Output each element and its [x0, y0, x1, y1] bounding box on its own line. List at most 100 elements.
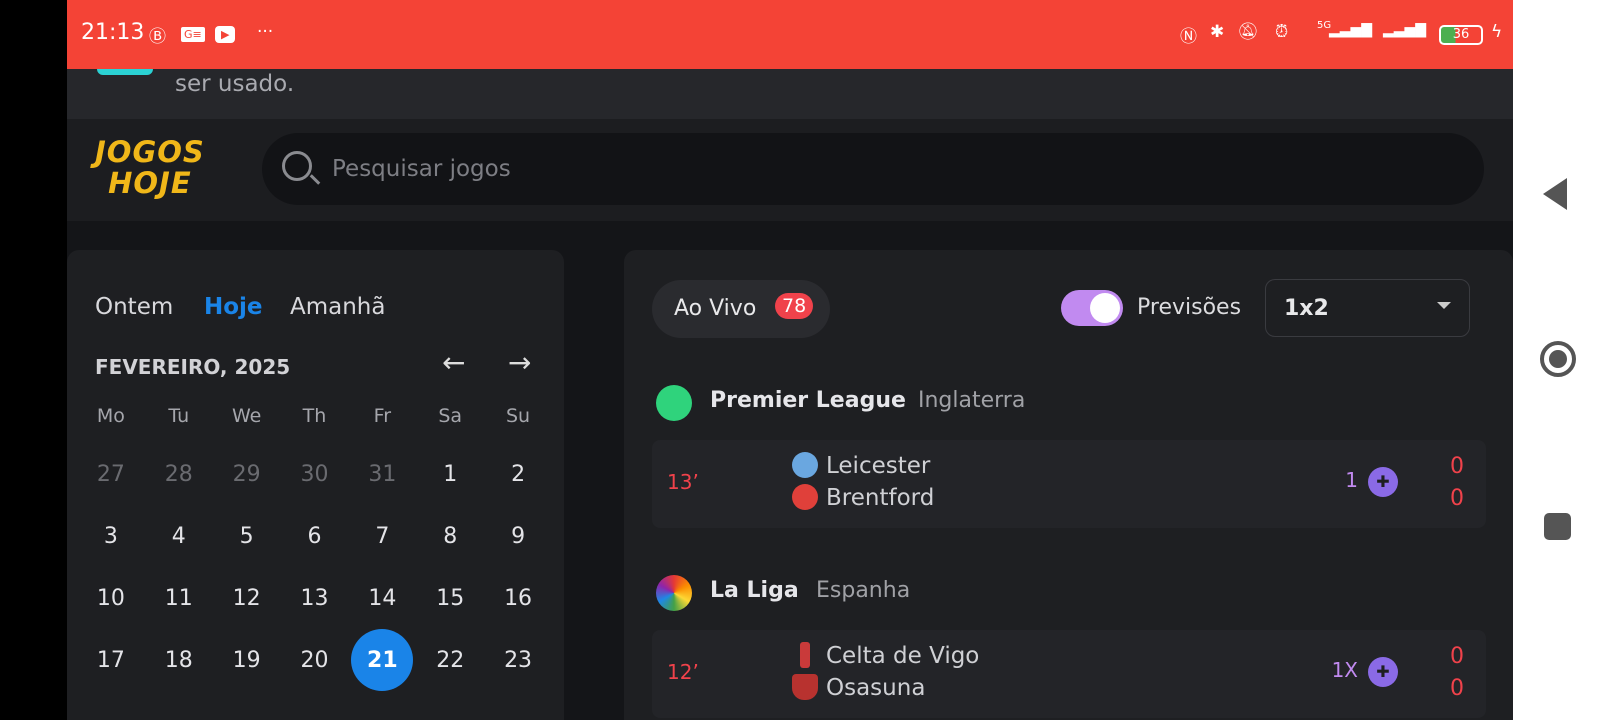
- calendar-day[interactable]: 17: [77, 629, 145, 691]
- signal-icon: ▂▃▅▇: [1329, 22, 1373, 38]
- predictions-toggle[interactable]: [1061, 290, 1123, 326]
- search-bar[interactable]: [262, 133, 1484, 205]
- day-number: 7: [375, 523, 390, 549]
- tab-amanha[interactable]: Amanhã: [290, 294, 386, 320]
- market-select[interactable]: 1x2: [1265, 279, 1470, 337]
- calendar-day[interactable]: 29: [213, 443, 281, 505]
- calendar-day[interactable]: 22: [416, 629, 484, 691]
- calendar-day[interactable]: 10: [77, 567, 145, 629]
- banner-text: ser usado.: [175, 71, 295, 97]
- back-icon[interactable]: [1543, 178, 1567, 210]
- android-nav-bar: [1513, 0, 1600, 720]
- calendar-day[interactable]: 16: [484, 567, 552, 629]
- matches-panel: Ao Vivo 78 Previsões 1x2 Premier League …: [624, 250, 1513, 720]
- league-name: Premier League: [710, 388, 906, 413]
- chevron-down-icon: [1437, 302, 1451, 309]
- day-number: 8: [443, 523, 458, 549]
- team-name: Leicester: [826, 453, 931, 479]
- match-row[interactable]: 13’ Leicester Brentford 1 ✚ 0 0: [652, 440, 1486, 528]
- day-number: 2: [511, 461, 526, 487]
- recents-icon[interactable]: [1544, 513, 1571, 540]
- tab-ontem[interactable]: Ontem: [95, 294, 174, 320]
- calendar-day[interactable]: 20: [281, 629, 349, 691]
- calendar-day[interactable]: 23: [484, 629, 552, 691]
- search-input[interactable]: [332, 151, 1232, 187]
- calendar-day[interactable]: 5: [213, 505, 281, 567]
- osasuna-crest-icon: [792, 674, 818, 700]
- youtube-icon: ▶: [215, 26, 236, 43]
- team-name: Brentford: [826, 485, 935, 511]
- close-icon[interactable]: ⌃: [1467, 69, 1493, 90]
- weekday-header: We: [231, 405, 262, 427]
- away-score: 0: [1450, 486, 1464, 511]
- calendar-day[interactable]: 6: [281, 505, 349, 567]
- match-minute: 12’: [667, 660, 699, 684]
- calendar-day-selected[interactable]: 21: [348, 629, 416, 691]
- calendar-day[interactable]: 18: [145, 629, 213, 691]
- calendar-day[interactable]: 28: [145, 443, 213, 505]
- day-number: 10: [96, 585, 125, 611]
- tab-hoje[interactable]: Hoje: [204, 294, 263, 320]
- day-number: 5: [239, 523, 254, 549]
- brentford-crest-icon: [792, 484, 818, 510]
- calendar-day[interactable]: 8: [416, 505, 484, 567]
- day-number: 4: [171, 523, 186, 549]
- logo[interactable]: JOGOS HOJE: [95, 137, 205, 199]
- day-number: 13: [300, 585, 329, 611]
- calendar-day[interactable]: 2: [484, 443, 552, 505]
- day-number: 31: [368, 461, 397, 487]
- charging-icon: ϟ: [1491, 22, 1503, 42]
- calendar-day[interactable]: 13: [281, 567, 349, 629]
- calendar-day[interactable]: 4: [145, 505, 213, 567]
- day-number: 30: [300, 461, 329, 487]
- team-name: Celta de Vigo: [826, 643, 980, 669]
- calendar-day[interactable]: 12: [213, 567, 281, 629]
- whatsapp-business-icon: Ⓑ: [149, 27, 166, 47]
- calendar-day[interactable]: 3: [77, 505, 145, 567]
- nfc-icon: Ⓝ: [1180, 27, 1197, 47]
- alarm-icon: ⏰︎: [1275, 22, 1289, 42]
- calendar-day[interactable]: 27: [77, 443, 145, 505]
- calendar-day[interactable]: 7: [348, 505, 416, 567]
- calendar-day[interactable]: 14: [348, 567, 416, 629]
- gamepad-icon: ✚: [1368, 657, 1398, 687]
- home-icon[interactable]: [1540, 341, 1576, 377]
- day-number: 1: [443, 461, 458, 487]
- match-row[interactable]: 12’ Celta de Vigo Osasuna 1X ✚ 0 0: [652, 630, 1486, 718]
- bluetooth-icon: ✱: [1210, 22, 1225, 42]
- calendar-day[interactable]: 9: [484, 505, 552, 567]
- next-month-arrow-icon[interactable]: →: [508, 346, 532, 379]
- calendar-day[interactable]: 30: [281, 443, 349, 505]
- team-name: Osasuna: [826, 675, 926, 701]
- calendar-day[interactable]: 19: [213, 629, 281, 691]
- leicester-crest-icon: [792, 452, 818, 478]
- calendar-day[interactable]: 31: [348, 443, 416, 505]
- site-header: JOGOS HOJE: [67, 119, 1513, 221]
- status-bar: 21:13 Ⓑ G≡ ▶ ··· Ⓝ ✱ 🔕︎ ⏰︎ 5G ▂▃▅▇ ▂▃▅▇ …: [67, 0, 1513, 69]
- league-country: Inglaterra: [918, 388, 1026, 413]
- day-number: 11: [164, 585, 193, 611]
- toggle-knob: [1090, 293, 1120, 323]
- beta-badge: [97, 69, 153, 75]
- info-banner: ser usado. ⌃: [67, 69, 1513, 119]
- live-filter-button[interactable]: Ao Vivo 78: [652, 280, 830, 338]
- prev-month-arrow-icon[interactable]: ←: [442, 346, 466, 379]
- calendar-day[interactable]: 15: [416, 567, 484, 629]
- logo-line: HOJE: [108, 166, 192, 200]
- day-number: 28: [164, 461, 193, 487]
- league-country: Espanha: [816, 578, 911, 603]
- day-number: 22: [436, 647, 465, 673]
- day-number: 18: [164, 647, 193, 673]
- signal-icon-2: ▂▃▅▇: [1383, 22, 1427, 38]
- weekday-header: Mo: [96, 405, 125, 427]
- month-title: FEVEREIRO, 2025: [95, 355, 291, 379]
- market-value: 1x2: [1284, 296, 1329, 321]
- la-liga-logo-icon: [656, 575, 692, 611]
- calendar-day[interactable]: 11: [145, 567, 213, 629]
- calendar-day[interactable]: 1: [416, 443, 484, 505]
- weekday-header: Sa: [438, 405, 463, 427]
- day-number: 23: [504, 647, 533, 673]
- weekday-header: Tu: [168, 405, 190, 427]
- day-number: 9: [511, 523, 526, 549]
- away-team: Osasuna: [792, 674, 925, 701]
